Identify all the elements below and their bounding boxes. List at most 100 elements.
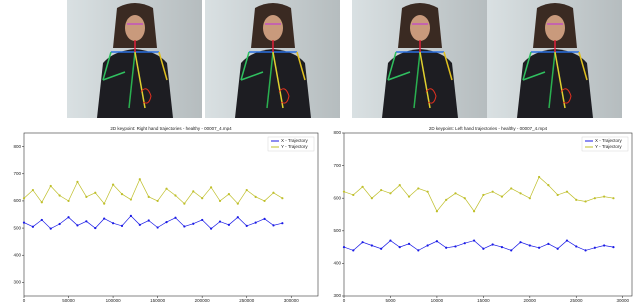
data-point bbox=[120, 193, 124, 196]
x-tick-label: 15000 bbox=[477, 298, 490, 303]
data-point bbox=[281, 197, 284, 200]
data-point bbox=[138, 223, 141, 226]
data-point bbox=[556, 193, 559, 197]
plot-frame bbox=[23, 132, 319, 297]
data-point bbox=[603, 244, 606, 247]
data-point bbox=[352, 193, 355, 197]
data-point bbox=[603, 195, 606, 198]
data-point bbox=[612, 246, 615, 249]
y-tick-label: 500 bbox=[13, 225, 21, 230]
data-point bbox=[398, 246, 401, 249]
series-line bbox=[343, 240, 614, 251]
data-point bbox=[58, 222, 61, 226]
data-point bbox=[31, 225, 35, 228]
series-line bbox=[23, 215, 283, 230]
data-point bbox=[147, 195, 150, 198]
x-tick-label: 25000 bbox=[570, 298, 583, 303]
data-point bbox=[584, 200, 587, 203]
legend-box bbox=[267, 136, 315, 152]
data-point bbox=[111, 183, 115, 186]
legend-label: X - Trajectory bbox=[595, 138, 623, 143]
data-point bbox=[463, 242, 466, 245]
y-tick-label: 300 bbox=[333, 293, 341, 298]
data-point bbox=[342, 190, 346, 193]
data-point bbox=[612, 197, 615, 200]
series-line bbox=[343, 176, 614, 212]
data-point bbox=[472, 210, 476, 213]
data-point bbox=[192, 222, 195, 225]
data-point bbox=[183, 225, 186, 228]
data-point bbox=[491, 243, 494, 246]
data-point bbox=[85, 195, 88, 198]
data-point bbox=[165, 187, 168, 190]
data-point bbox=[472, 239, 476, 242]
data-point bbox=[593, 246, 596, 249]
y-tick-label: 400 bbox=[333, 261, 341, 266]
data-point bbox=[22, 221, 26, 224]
data-point bbox=[370, 244, 373, 247]
video-frame bbox=[486, 0, 623, 119]
data-point bbox=[519, 241, 522, 244]
data-point bbox=[389, 239, 392, 242]
data-point bbox=[547, 242, 550, 245]
data-point bbox=[22, 197, 26, 200]
data-point bbox=[49, 184, 52, 188]
data-point bbox=[263, 217, 266, 220]
x-tick-label: 20000 bbox=[524, 298, 537, 303]
chart-title: 2D keypoint: Right hand trajectories - h… bbox=[110, 126, 232, 131]
data-point bbox=[236, 216, 239, 219]
legend-label: Y - Trajectory bbox=[281, 144, 308, 149]
y-tick-label: 700 bbox=[13, 171, 21, 176]
data-point bbox=[245, 224, 248, 228]
data-point bbox=[547, 184, 550, 187]
data-point bbox=[129, 214, 133, 217]
data-point bbox=[201, 197, 204, 200]
data-point bbox=[192, 190, 195, 193]
data-point bbox=[593, 197, 596, 200]
data-point bbox=[218, 199, 222, 203]
data-point bbox=[565, 239, 569, 242]
data-point bbox=[218, 220, 222, 223]
data-point bbox=[352, 249, 355, 252]
data-point bbox=[165, 221, 168, 224]
legend-label: Y - Trajectory bbox=[595, 144, 622, 149]
data-point bbox=[85, 220, 88, 223]
data-point bbox=[111, 222, 115, 225]
data-point bbox=[272, 224, 275, 227]
x-tick-label: 5000 bbox=[385, 298, 396, 303]
data-point bbox=[156, 226, 159, 229]
data-point bbox=[174, 194, 177, 197]
data-point bbox=[491, 190, 494, 193]
plot-frame bbox=[343, 132, 633, 297]
data-point bbox=[500, 195, 504, 198]
x-tick-label: 200000 bbox=[195, 298, 211, 303]
video-frame bbox=[204, 0, 341, 119]
data-point bbox=[174, 216, 177, 219]
data-point bbox=[370, 197, 373, 200]
x-tick-label: 0 bbox=[343, 298, 346, 303]
data-point bbox=[147, 219, 150, 222]
data-point bbox=[103, 202, 106, 205]
chart-title: 2D keypoint: Left hand trajectories - he… bbox=[429, 126, 548, 131]
data-point bbox=[482, 193, 485, 197]
data-point bbox=[49, 227, 52, 230]
data-point bbox=[584, 249, 587, 252]
data-point bbox=[445, 198, 448, 201]
data-point bbox=[575, 198, 578, 201]
data-point bbox=[209, 227, 213, 230]
data-point bbox=[417, 249, 420, 252]
data-point bbox=[254, 221, 257, 224]
data-point bbox=[575, 245, 578, 248]
data-point bbox=[537, 246, 541, 249]
data-point bbox=[537, 175, 541, 179]
y-tick-label: 600 bbox=[13, 198, 21, 203]
x-tick-label: 150000 bbox=[150, 298, 166, 303]
data-point bbox=[138, 178, 141, 181]
data-point bbox=[380, 247, 383, 250]
data-point bbox=[389, 192, 392, 195]
x-tick-label: 300000 bbox=[284, 298, 300, 303]
data-point bbox=[103, 217, 106, 220]
data-point bbox=[67, 199, 70, 203]
x-tick-label: 100000 bbox=[106, 298, 122, 303]
data-point bbox=[227, 193, 231, 196]
